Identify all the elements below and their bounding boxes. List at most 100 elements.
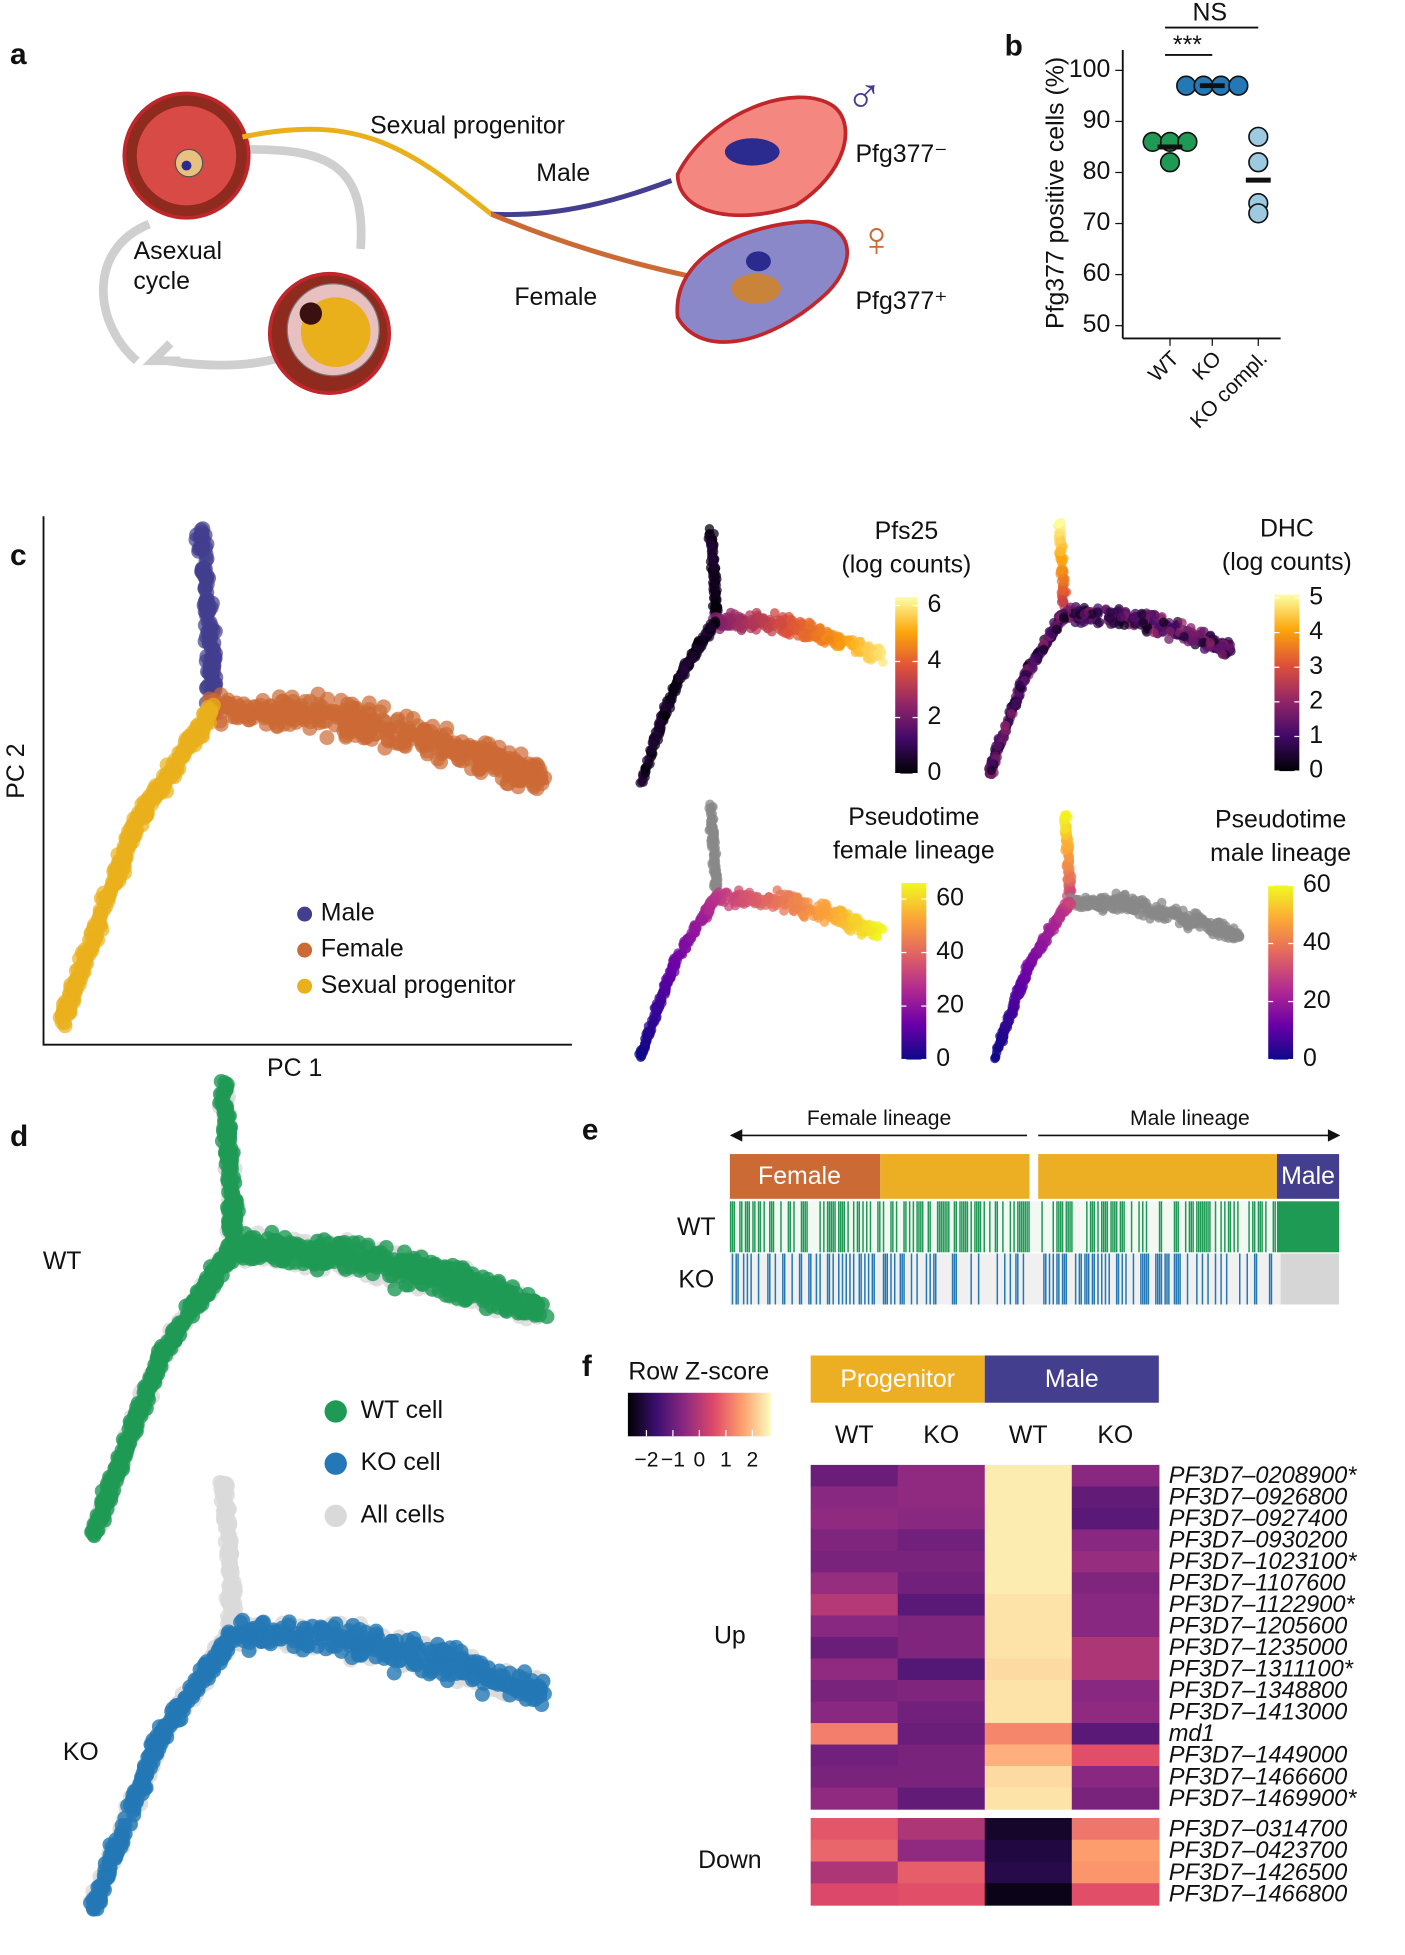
cell-point [66,992,82,1007]
cell-point [1105,897,1116,908]
cell-point [131,807,147,823]
x-tick-label: WT [1144,347,1184,387]
cell-point [438,1269,453,1285]
male-path [490,178,673,218]
dot [1177,131,1198,152]
label: Female [514,283,597,311]
dot [1176,75,1197,96]
cell-point [660,984,670,995]
cell-point [1054,911,1065,922]
cell-point [649,1003,660,1013]
cell-point [667,695,677,705]
cell-point [247,699,263,715]
cell-point [1057,585,1068,595]
cell-point [500,776,516,792]
cell-point [1205,637,1215,648]
cell-point [706,622,716,632]
cell-point [1225,925,1236,935]
cell-point [1087,609,1097,619]
colorbar-tick-label: 6 [928,590,942,618]
cell-point [708,554,719,564]
symbol: ♀ [858,211,895,267]
cell-point [1063,840,1073,850]
cell-point [1055,554,1065,564]
cell-point [657,998,667,1008]
cell-point [378,1249,394,1265]
cell-point [709,561,720,572]
cell-point [705,539,716,549]
cell-point [1179,631,1189,642]
panel-a-diagram [99,91,849,395]
cell-point [215,1085,231,1101]
cell-point [704,825,714,836]
cell-point [1060,811,1071,821]
cell-point [770,608,780,618]
cell-point [682,657,693,668]
cell-point [655,720,665,731]
panel-label: e [582,1114,599,1147]
colorbar [895,597,918,774]
cell-point [416,1260,432,1275]
significance: NS [1193,0,1228,26]
cell-point [1058,613,1069,623]
cell-point [498,1302,514,1318]
colorbar [1274,594,1300,772]
cell-point [258,1239,274,1254]
panel-label: d [10,1120,28,1153]
cell-point [1116,612,1127,623]
colorbar [901,883,927,1060]
cell-point [526,1301,542,1317]
cell-point [665,703,676,713]
cell-point [699,634,710,645]
cell-point [223,1180,239,1196]
cell-point [1137,609,1147,620]
cell-point [1198,637,1209,648]
cell-point [709,835,720,845]
cell-point [999,1020,1010,1031]
cell-point [463,740,479,756]
cell-point [351,705,367,721]
cell-point [403,1253,419,1269]
cell-point [1014,680,1024,690]
colorbar-tick-label: 60 [1303,870,1331,898]
cell-point [805,906,815,917]
cell-point [1060,824,1070,834]
cell-point [777,618,787,629]
cell-point [320,691,336,707]
colorbar-tick-label: 4 [928,646,942,674]
cell-point [850,914,860,924]
cell-point [830,906,840,917]
dot [1248,152,1269,173]
x-tick-label: KO [1188,347,1226,385]
cell-point [709,529,719,539]
cell-point [1109,618,1119,629]
cell-point [1189,636,1199,646]
y-tick-label: 90 [1083,106,1111,134]
y-tick-label: 60 [1083,259,1111,287]
cell-point [287,1254,303,1270]
cell-point [1190,912,1200,923]
panel-label: a [10,38,27,71]
cell-point [688,650,698,661]
y-tick-label: 50 [1083,310,1111,338]
cell-point [645,759,655,769]
cell-point [1121,902,1131,913]
cell-point [1019,972,1029,983]
cell-point [679,939,689,949]
symbol: ♂ [845,68,882,124]
cell-point [770,898,781,909]
cell-point [996,1036,1006,1046]
cell-point [739,899,749,909]
colorbar-tick-label: 20 [936,991,964,1019]
cell-point [532,762,548,778]
cell-point [272,1249,288,1265]
cell-point [1149,627,1159,638]
cell-point [689,921,700,931]
cell-point [745,610,755,620]
y-tick-label: 70 [1083,208,1111,236]
nucleus [181,160,192,171]
cell-point [762,894,773,905]
colorbar-title: (log counts) [1222,548,1352,576]
label: cycle [133,267,190,295]
cell-point [1017,984,1027,994]
